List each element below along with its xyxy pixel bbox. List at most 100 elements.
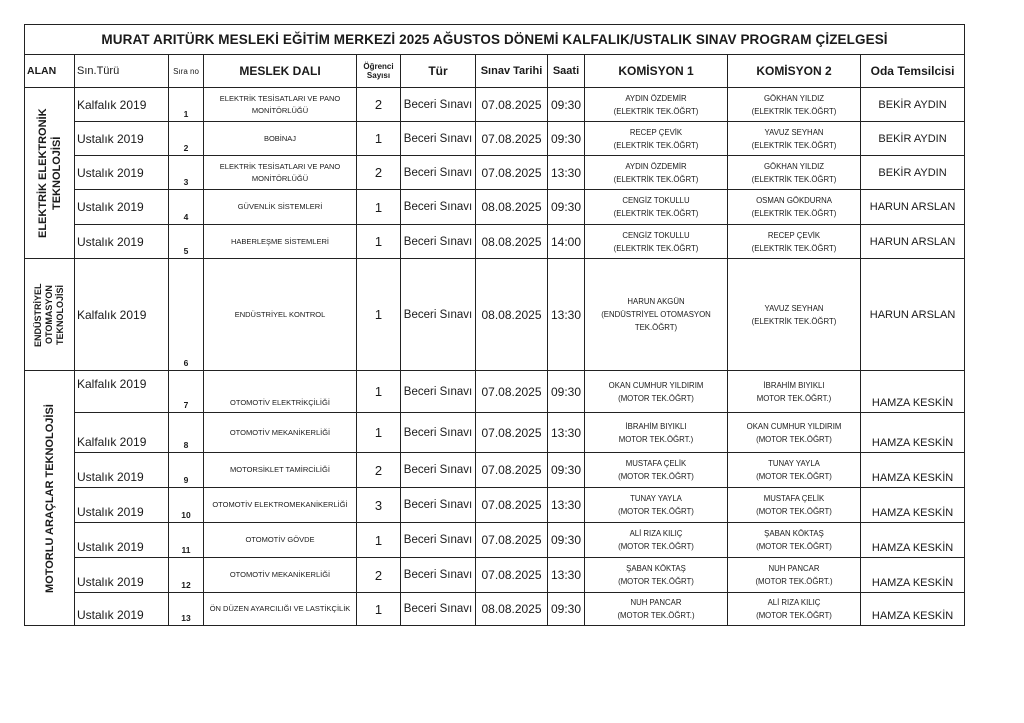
sinav-tarihi: 07.08.2025: [475, 557, 548, 593]
sinav-tur: Beceri Sınavı: [400, 487, 476, 523]
sinav-tarihi: 07.08.2025: [475, 155, 548, 190]
komisyon2-name: YAVUZ SEYHAN: [764, 303, 824, 313]
komisyon1-role: (MOTOR TEK.ÖĞRT): [618, 577, 694, 586]
alan-label: ENDÜSTRİYEL OTOMASYON TEKNOLOJİSİ: [33, 282, 65, 347]
oda-temsilcisi: HARUN ARSLAN: [859, 224, 966, 259]
sinav-saati: 09:30: [547, 370, 585, 413]
komisyon2-role: (ELEKTRİK TEK.ÖĞRT): [751, 106, 837, 116]
alan-cell: ENDÜSTRİYEL OTOMASYON TEKNOLOJİSİ: [24, 258, 75, 371]
komisyon2-role: (MOTOR TEK.ÖĞRT.): [755, 577, 833, 586]
komisyon2-role: (MOTOR TEK.ÖĞRT): [756, 507, 832, 516]
komisyon2-role: MOTOR TEK.ÖĞRT.): [756, 393, 832, 403]
exam-schedule-table: MURAT ARITÜRK MESLEKİ EĞİTİM MERKEZİ 202…: [23, 24, 966, 626]
komisyon1: ALİ RIZA KILIÇ (MOTOR TEK.ÖĞRT): [584, 522, 728, 558]
ogrenci-sayisi: 1: [356, 224, 401, 259]
sinav-tarihi: 07.08.2025: [475, 412, 548, 453]
sira-no: 7: [168, 370, 204, 413]
sinav-turu: Ustalık 2019: [74, 189, 169, 225]
sinav-tur: Beceri Sınavı: [400, 557, 476, 593]
sira-no: 8: [168, 412, 204, 453]
table-row: MOTORLU ARAÇLAR TEKNOLOJİSİ Kalfalık 2019…: [24, 370, 966, 626]
sinav-tur: Beceri Sınavı: [400, 592, 476, 626]
komisyon2: RECEP ÇEVİK (ELEKTRİK TEK.ÖĞRT): [727, 224, 861, 259]
komisyon2-name: NUH PANCAR: [768, 564, 820, 573]
sinav-tarihi: 08.08.2025: [475, 258, 548, 371]
komisyon1-name: HARUN AKGÜN: [627, 297, 685, 306]
komisyon1-name: ŞABAN KÖKTAŞ: [626, 564, 686, 573]
sinav-tarihi: 07.08.2025: [475, 487, 548, 523]
sinav-tur: Beceri Sınavı: [400, 155, 476, 190]
sinav-turu: Ustalık 2019: [74, 592, 169, 626]
sinav-tarihi: 07.08.2025: [475, 370, 548, 413]
sira-no: 6: [168, 258, 204, 371]
sinav-saati: 13:30: [547, 557, 585, 593]
komisyon1: NUH PANCAR (MOTOR TEK.ÖĞRT.): [584, 592, 728, 626]
komisyon2-name: ŞABAN KÖKTAŞ: [764, 529, 824, 538]
sinav-saati: 09:30: [547, 592, 585, 626]
sinav-saati: 13:30: [547, 258, 585, 371]
meslek-dali: ELEKTRİK TESİSATLARI VE PANO MONİTÖRLÜĞÜ: [203, 155, 357, 190]
komisyon2: NUH PANCAR (MOTOR TEK.ÖĞRT.): [727, 557, 861, 593]
komisyon2-name: RECEP ÇEVİK: [767, 230, 821, 240]
ogrenci-sayisi: 1: [356, 412, 401, 453]
sinav-tarihi: 08.08.2025: [475, 592, 548, 626]
komisyon1-name: TUNAY YAYLA: [630, 494, 682, 503]
header-sin-turu: Sın.Türü: [74, 54, 169, 88]
ogrenci-sayisi: 1: [356, 189, 401, 225]
komisyon2-name: YAVUZ SEYHAN: [764, 127, 824, 137]
sinav-tur: Beceri Sınavı: [400, 258, 476, 371]
header-sinav-tarihi: Sınav Tarihi: [475, 54, 548, 88]
sinav-tur: Beceri Sınavı: [400, 452, 476, 488]
komisyon1-role: (MOTOR TEK.ÖĞRT): [618, 393, 694, 403]
komisyon1: OKAN CUMHUR YILDIRIM (MOTOR TEK.ÖĞRT): [584, 370, 728, 413]
meslek-dali: OTOMOTİV MEKANİKERLİĞİ: [203, 557, 357, 593]
header-saati: Saati: [547, 54, 585, 88]
sinav-saati: 09:30: [547, 121, 585, 156]
komisyon2-name: MUSTAFA ÇELİK: [763, 494, 825, 503]
komisyon1: CENGİZ TOKULLU (ELEKTRİK TEK.ÖĞRT): [584, 189, 728, 225]
table-row: Ustalık 2019 9 MOTORSİKLET TAMİRCİLİĞİ 2 Bec…: [25, 452, 966, 488]
alan-cell: ELEKTRİK ELEKTRONİK TEKNOLOJİSİ: [24, 87, 75, 259]
oda-temsilcisi: HAMZA KESKİN: [859, 452, 966, 488]
table-row: Ustalık 2019 4 GÜVENLİK SİSTEMLERİ 1 Beceri …: [25, 189, 966, 225]
ogrenci-sayisi: 1: [356, 592, 401, 626]
sira-no: 1: [168, 87, 204, 122]
meslek-dali: OTOMOTİV GÖVDE: [203, 522, 357, 558]
komisyon1: ŞABAN KÖKTAŞ (MOTOR TEK.ÖĞRT): [584, 557, 728, 593]
sinav-saati: 13:30: [547, 487, 585, 523]
komisyon1-role: (MOTOR TEK.ÖĞRT.): [617, 611, 695, 620]
komisyon1-name: AYDIN ÖZDEMİR: [625, 93, 687, 103]
meslek-dali: OTOMOTİV ELEKTROMEKANİKERLİĞİ: [203, 487, 357, 523]
sira-no: 10: [168, 487, 204, 523]
komisyon1-name: MUSTAFA ÇELİK: [625, 459, 687, 468]
komisyon2-role: (ELEKTRİK TEK.ÖĞRT): [751, 209, 837, 218]
sinav-tur: Beceri Sınavı: [400, 121, 476, 156]
komisyon2: GÖKHAN YILDIZ (ELEKTRİK TEK.ÖĞRT): [727, 87, 861, 122]
komisyon2: OSMAN GÖKDURNA (ELEKTRİK TEK.ÖĞRT): [727, 189, 861, 225]
sinav-tarihi: 07.08.2025: [475, 452, 548, 488]
komisyon1-role: (MOTOR TEK.ÖĞRT): [618, 507, 694, 516]
oda-temsilcisi: HAMZA KESKİN: [859, 557, 966, 593]
header-meslek-dali: MESLEK DALI: [203, 54, 357, 88]
komisyon2-name: GÖKHAN YILDIZ: [763, 161, 825, 171]
meslek-dali: OTOMOTİV ELEKTRİKÇİLİĞİ: [203, 370, 357, 413]
ogrenci-sayisi: 2: [356, 155, 401, 190]
sira-no: 3: [168, 155, 204, 190]
sinav-turu: Ustalık 2019: [74, 452, 169, 488]
komisyon1: CENGİZ TOKULLU (ELEKTRİK TEK.ÖĞRT): [584, 224, 728, 259]
sira-no: 4: [168, 189, 204, 225]
komisyon1: TUNAY YAYLA (MOTOR TEK.ÖĞRT): [584, 487, 728, 523]
komisyon1: İBRAHİM BIYIKLI MOTOR TEK.ÖĞRT.): [584, 412, 728, 453]
komisyon2-role: (ELEKTRİK TEK.ÖĞRT): [751, 316, 837, 326]
komisyon2-name: GÖKHAN YILDIZ: [763, 93, 825, 103]
ogrenci-sayisi: 2: [356, 452, 401, 488]
sinav-turu: Kalfalık 2019: [74, 258, 169, 371]
ogrenci-sayisi: 1: [356, 258, 401, 371]
komisyon2: GÖKHAN YILDIZ (ELEKTRİK TEK.ÖĞRT): [727, 155, 861, 190]
table-row: ENDÜSTRİYEL OTOMASYON TEKNOLOJİSİ Kalfalı…: [24, 258, 966, 371]
header-sira-no: Sıra no: [168, 54, 204, 88]
komisyon2: YAVUZ SEYHAN (ELEKTRİK TEK.ÖĞRT): [727, 258, 861, 371]
komisyon2: ALİ RIZA KILIÇ (MOTOR TEK.ÖĞRT): [727, 592, 861, 626]
table-row: Ustalık 2019 3 ELEKTRİK TESİSATLARI VE PAN…: [25, 155, 966, 190]
sira-no: 11: [168, 522, 204, 558]
